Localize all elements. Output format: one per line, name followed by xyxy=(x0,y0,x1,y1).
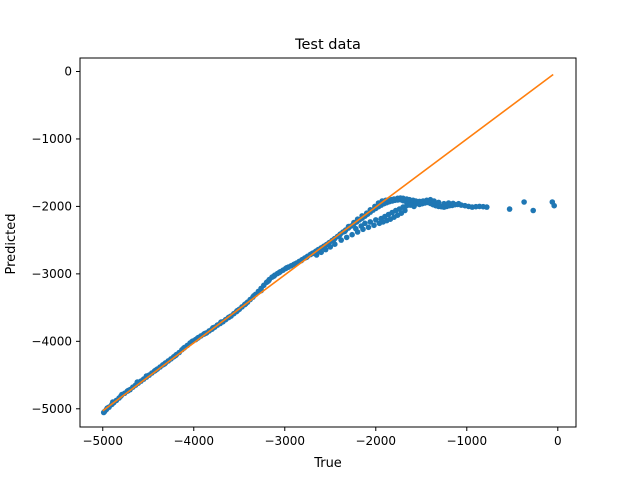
scatter-point-214 xyxy=(338,237,345,243)
scatter-point-207 xyxy=(450,200,456,207)
scatter-point-213 xyxy=(332,241,338,247)
x-tick-label: 0 xyxy=(554,434,562,448)
scatter-point-211 xyxy=(322,246,329,253)
scatter-point-205 xyxy=(441,200,447,207)
plot-frame xyxy=(79,57,577,428)
scatter-point-210 xyxy=(318,249,325,256)
y-axis-label: Predicted xyxy=(4,213,19,274)
scatter-point-209 xyxy=(313,252,320,258)
axes: −5000 −4000 −3000 −2000 −1000 0 0 −1000 −2000 −30… xyxy=(31,57,577,448)
y-tick-label: −2000 xyxy=(31,199,72,213)
x-tick-label: −4000 xyxy=(173,434,214,448)
scatter-point-140 xyxy=(521,199,527,205)
chart-title: Test data xyxy=(294,37,361,53)
scatter-point-220 xyxy=(371,222,377,229)
scatter-point-138 xyxy=(484,204,490,210)
y-tick-label: −5000 xyxy=(31,402,72,416)
x-tick-label: −2000 xyxy=(355,434,396,448)
scatter-point-165 xyxy=(265,278,272,284)
y-tick-label: −3000 xyxy=(31,267,72,281)
scatter-point-168 xyxy=(283,265,290,271)
scatter-point-212 xyxy=(327,244,334,250)
scatter-point-208 xyxy=(455,200,462,207)
y-tick-label: 0 xyxy=(64,64,72,78)
scatter-point-204 xyxy=(435,199,442,206)
x-tick-label: −5000 xyxy=(82,434,123,448)
y-tick-label: −4000 xyxy=(31,334,72,348)
scatter-point-215 xyxy=(343,234,350,241)
scatter-point-166 xyxy=(271,273,277,280)
scatter-point-203 xyxy=(431,198,437,204)
scatter-point-233 xyxy=(373,217,379,223)
scatter-point-243 xyxy=(411,203,417,210)
scatter-point-144 xyxy=(100,409,107,416)
scatter-point-231 xyxy=(362,220,368,227)
scatter-point-219 xyxy=(365,224,372,231)
scatter-point-143 xyxy=(551,202,557,209)
x-axis-label: True xyxy=(313,456,342,471)
y-tick-label: −1000 xyxy=(31,132,72,146)
scatter-point-216 xyxy=(349,231,355,238)
x-tick-label: −3000 xyxy=(264,434,305,448)
scatter-point-232 xyxy=(367,219,374,225)
scatter-point-139 xyxy=(506,206,513,212)
x-tick-label: −1000 xyxy=(446,434,487,448)
plot-marks xyxy=(100,73,557,416)
scatter-point-167 xyxy=(276,269,283,276)
scatter-point-141 xyxy=(530,207,536,214)
reference-line xyxy=(102,73,554,412)
scatter-point-206 xyxy=(445,200,452,206)
scatter-point-229 xyxy=(353,225,359,232)
